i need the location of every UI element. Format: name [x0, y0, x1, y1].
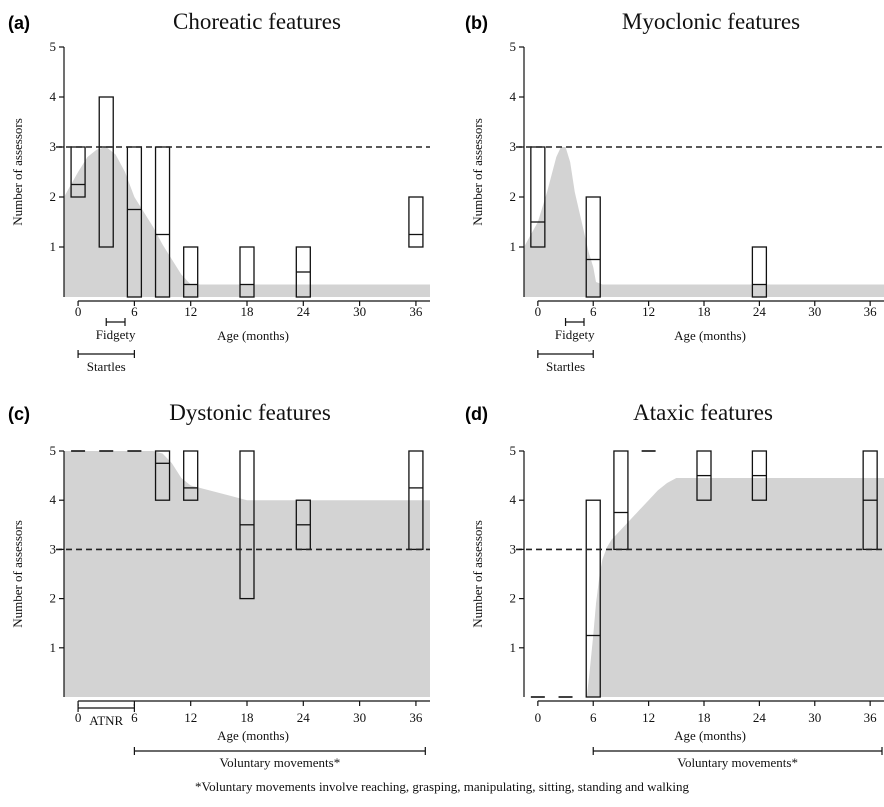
- x-tick-label: 0: [75, 710, 82, 725]
- y-tick-label: 2: [510, 189, 517, 204]
- box-36: [408, 450, 424, 551]
- x-tick-label: 36: [864, 710, 878, 725]
- x-tick-label: 36: [409, 304, 423, 319]
- annotation-voluntary-movements: Voluntary movements*: [677, 755, 798, 770]
- chart-title: Choreatic features: [173, 9, 341, 34]
- box-6: [585, 196, 601, 298]
- chart-title: Ataxic features: [633, 400, 773, 425]
- box-3: [98, 96, 114, 248]
- y-tick-label: 2: [50, 591, 57, 606]
- y-tick-label: 4: [510, 89, 517, 104]
- x-tick-label: 12: [184, 304, 197, 319]
- annotation-voluntary-movements: Voluntary movements*: [219, 755, 340, 770]
- x-tick-label: 6: [131, 304, 138, 319]
- area-series: [64, 147, 430, 297]
- x-axis-label: Age (months): [217, 728, 289, 743]
- y-tick-label: 1: [510, 239, 517, 254]
- y-tick-label: 4: [510, 492, 517, 507]
- box-36: [408, 196, 424, 248]
- box-9: [154, 146, 171, 298]
- x-tick-label: 18: [698, 710, 711, 725]
- x-tick-label: 36: [864, 304, 878, 319]
- annotation-fidgety: Fidgety: [555, 327, 595, 342]
- box-9: [154, 450, 171, 501]
- y-tick-label: 1: [50, 640, 57, 655]
- x-tick-label: 18: [241, 710, 254, 725]
- x-tick-label: 30: [353, 710, 366, 725]
- y-axis-label: Number of assessors: [470, 520, 485, 628]
- annotation-atnr: ATNR: [89, 713, 123, 728]
- x-tick-label: 30: [353, 304, 366, 319]
- annotation-startles: Startles: [87, 359, 126, 374]
- panel-letter: (c): [8, 404, 30, 424]
- x-tick-label: 12: [184, 710, 197, 725]
- y-tick-label: 3: [50, 139, 57, 154]
- annotation-startles: Startles: [546, 359, 585, 374]
- area-series: [64, 451, 430, 697]
- x-tick-label: 0: [535, 304, 542, 319]
- x-tick-label: 18: [241, 304, 254, 319]
- box-24: [751, 246, 768, 298]
- x-tick-label: 30: [808, 710, 821, 725]
- y-tick-label: 2: [510, 591, 517, 606]
- y-tick-label: 3: [50, 541, 57, 556]
- area-series: [586, 478, 884, 697]
- box-12: [183, 450, 199, 501]
- x-axis-label: Age (months): [674, 728, 746, 743]
- y-tick-label: 5: [510, 39, 517, 54]
- y-tick-label: 1: [510, 640, 517, 655]
- y-tick-label: 1: [50, 239, 57, 254]
- x-tick-label: 6: [131, 710, 138, 725]
- area-series: [524, 147, 884, 297]
- chart-title: Myoclonic features: [622, 9, 800, 34]
- x-tick-label: 36: [409, 710, 423, 725]
- x-tick-label: 24: [297, 304, 311, 319]
- x-tick-label: 24: [753, 304, 767, 319]
- x-tick-label: 6: [590, 710, 597, 725]
- x-tick-label: 18: [698, 304, 711, 319]
- y-tick-label: 5: [50, 443, 57, 458]
- x-tick-label: 30: [808, 304, 821, 319]
- y-tick-label: 5: [50, 39, 57, 54]
- y-tick-label: 3: [510, 541, 517, 556]
- y-axis-label: Number of assessors: [470, 118, 485, 226]
- x-tick-label: 12: [642, 304, 655, 319]
- x-axis-label: Age (months): [217, 328, 289, 343]
- chart-title: Dystonic features: [169, 400, 331, 425]
- box-12: [183, 246, 199, 298]
- panel-letter: (a): [8, 13, 30, 33]
- x-tick-label: 0: [75, 304, 82, 319]
- y-tick-label: 3: [510, 139, 517, 154]
- x-tick-label: 24: [297, 710, 311, 725]
- box-6: [585, 499, 601, 698]
- x-tick-label: 0: [535, 710, 542, 725]
- annotation-fidgety: Fidgety: [96, 327, 136, 342]
- y-tick-label: 5: [510, 443, 517, 458]
- x-tick-label: 12: [642, 710, 655, 725]
- x-tick-label: 24: [753, 710, 767, 725]
- panel-letter: (b): [465, 13, 488, 33]
- y-tick-label: 2: [50, 189, 57, 204]
- panel-letter: (d): [465, 404, 488, 424]
- box-6: [126, 146, 143, 298]
- x-axis-label: Age (months): [674, 328, 746, 343]
- y-axis-label: Number of assessors: [10, 520, 25, 628]
- footnote: *Voluntary movements involve reaching, g…: [195, 779, 690, 794]
- y-tick-label: 4: [50, 89, 57, 104]
- x-tick-label: 6: [590, 304, 597, 319]
- box-18: [239, 246, 255, 298]
- y-tick-label: 4: [50, 492, 57, 507]
- y-axis-label: Number of assessors: [10, 118, 25, 226]
